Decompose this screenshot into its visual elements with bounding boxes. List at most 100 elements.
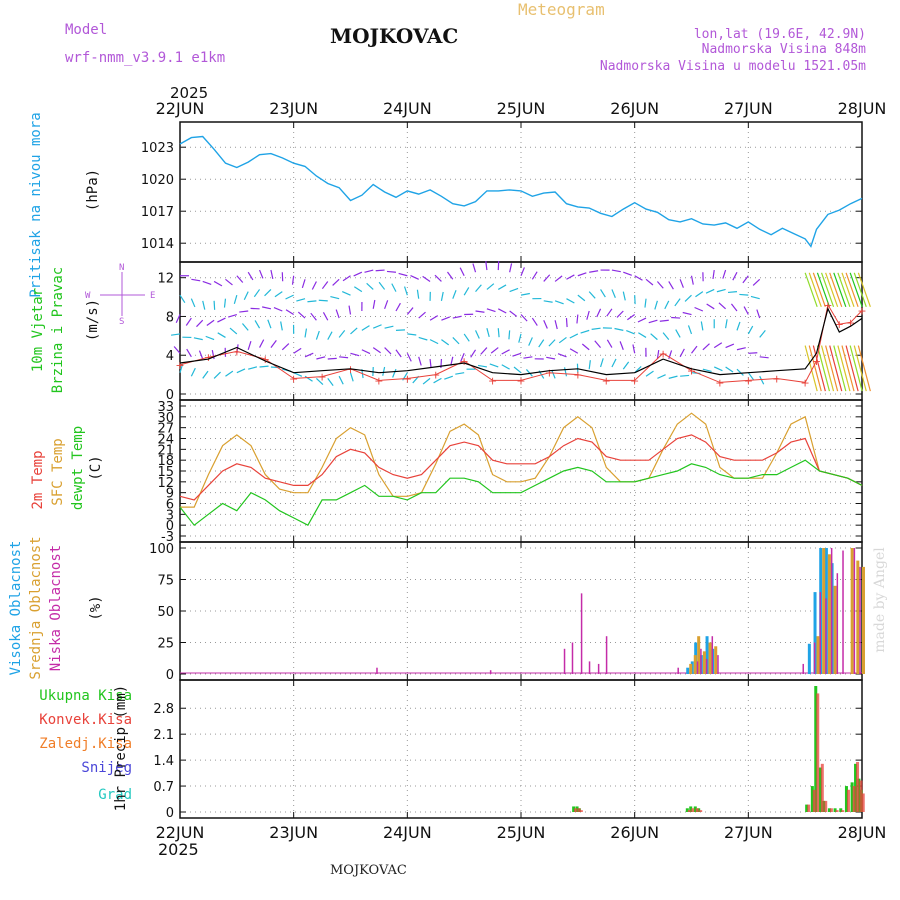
cloud-bar-low-7 (605, 636, 608, 674)
compass-e: E (150, 291, 155, 301)
cloud-bar-mid-23 (856, 560, 860, 674)
gust-mark-17: + (658, 347, 667, 360)
precip-bar-convective-4 (691, 808, 695, 812)
cloud-bar-high-17 (813, 592, 817, 674)
pressure-unit: (hPa) (85, 169, 101, 211)
gust-mark-11: + (488, 374, 497, 387)
cloud-bar-mid-10 (693, 655, 697, 674)
gust-mark-22: + (801, 376, 810, 389)
gust-mark-20: + (744, 374, 753, 387)
gust-mark-9: + (431, 369, 440, 382)
precip-bar-convective-0 (574, 808, 578, 812)
cloud-bar-low-20 (836, 573, 839, 674)
panel-0: 1014 1017 1020 1023 (141, 121, 863, 263)
ytick-2-7: 18 (157, 454, 174, 469)
model-name: wrf-nmm_v3.9.1 e1km (65, 50, 225, 66)
cloud-bar-low-2 (563, 648, 566, 674)
gust-mark-25: + (835, 318, 844, 331)
bottom-tick-label-0: 22JUN (156, 823, 205, 842)
station-footer: MOJKOVAC (330, 863, 407, 878)
precip-bar-convective-19 (861, 793, 865, 812)
bottom-tick-label-4: 26JUN (610, 823, 659, 842)
credit-watermark: made by Angel (872, 547, 888, 653)
top-tick-label-3: 25JUN (497, 99, 546, 118)
precip-bar-total-15 (844, 786, 848, 812)
cloud-bar-low-14 (717, 655, 719, 674)
precip-bar-convective-10 (820, 763, 824, 812)
ytick-2-8: 21 (157, 443, 174, 458)
cloud-bar-high-16 (807, 643, 811, 674)
dewpt-line (179, 459, 863, 527)
temp-unit: (C) (88, 455, 104, 480)
bottom-tick-label-6: 28JUN (838, 823, 887, 842)
temperature-ylabel: 2m Temp SFC Temp dewpt Temp (C) (30, 426, 104, 510)
ytick-2-3: 6 (166, 498, 174, 513)
bottom-tick-label-5: 27JUN (724, 823, 773, 842)
precip-bar-convective-9 (816, 693, 820, 812)
cloud-bar-mid-24 (862, 566, 865, 674)
gust-mark-18: + (687, 365, 696, 378)
precip-bar-convective-15 (846, 789, 850, 812)
cloud-bar-mid-14 (714, 646, 718, 674)
low-cloud-label: Niska Oblacnost (48, 545, 64, 671)
gust-mark-7: + (374, 374, 383, 387)
precip-bar-total-13 (833, 808, 837, 812)
precip-bar-total-0 (572, 806, 576, 812)
top-tick-label-1: 23JUN (269, 99, 318, 118)
cloud-bar-low-22 (853, 548, 856, 674)
wind-speed-line (179, 306, 863, 376)
precip-bar-total-16 (850, 782, 854, 812)
compass-s: S (119, 317, 124, 327)
station-title: MOJKOVAC (330, 24, 458, 48)
pressure-line (179, 135, 863, 248)
gust-mark-3: + (261, 353, 270, 366)
precip-bar-total-10 (818, 767, 822, 812)
time-axis-bottom: 22JUN 23JUN 24JUN 25JUN 26JUN 27JUN 28JUN (156, 823, 887, 842)
cloud-bar-low-8 (677, 667, 679, 674)
precip-legend: Ukupna Kisa Konvek.Kisa Zaledj.Kisa Snij… (39, 685, 132, 811)
ytick-1-1: 4 (166, 349, 174, 364)
gust-mark-15: + (602, 374, 611, 387)
legend-snow: Snijeg (81, 760, 132, 776)
precip-bar-convective-12 (829, 808, 833, 812)
gust-mark-1: + (204, 351, 213, 364)
bottom-tick-label-1: 23JUN (269, 823, 318, 842)
precip-unit: 1hr Precip (mm) (113, 685, 129, 811)
precip-bar-convective-18 (859, 780, 863, 812)
precip-bar-total-4 (689, 806, 693, 812)
ytick-0-0: 1014 (141, 237, 174, 252)
top-tick-label-0: 22JUN (156, 99, 205, 118)
cloud-bar-mid-9 (689, 663, 693, 674)
precip-bar-convective-1 (577, 808, 581, 812)
gust-mark-12: + (516, 374, 525, 387)
ytick-1-3: 12 (157, 272, 174, 287)
ytick-3-4: 100 (149, 542, 174, 557)
cloud-bar-high-13 (705, 636, 709, 674)
cloud-bar-mid-17 (816, 636, 820, 674)
ytick-2-10: 27 (157, 422, 174, 437)
ytick-3-0: 0 (166, 668, 174, 683)
cloud-bar-mid-12 (702, 651, 706, 674)
legend-total-rain: Ukupna Kisa (39, 688, 132, 704)
top-tick-label-6: 28JUN (838, 99, 887, 118)
ytick-2-1: 0 (166, 519, 174, 534)
legend-convective-rain: Konvek.Kisa (39, 712, 132, 728)
mid-cloud-label: Srednja Oblacnost (28, 536, 44, 679)
t2m-label: 2m Temp (30, 450, 46, 509)
cloud-bar-low-6 (597, 663, 600, 674)
precip-bar-convective-3 (687, 810, 691, 812)
ytick-1-2: 8 (166, 310, 174, 325)
cloud-bar-low-10 (696, 661, 699, 674)
wind-unit: (m/s) (85, 299, 101, 341)
cloud-bar-mid-18 (822, 548, 826, 674)
dewpt-label: dewpt Temp (70, 426, 86, 510)
product-title: Meteogram (518, 0, 605, 19)
gust-mark-21: + (772, 372, 781, 385)
gust-mark-16: + (630, 374, 639, 387)
sfc-label: SFC Temp (50, 438, 66, 505)
ytick-2-6: 15 (157, 465, 174, 480)
cloud-bar-low-0 (376, 667, 378, 674)
model-elevation: Nadmorska Visina u modelu 1521.05m (600, 59, 866, 74)
cloud-bar-mid-11 (697, 636, 701, 674)
